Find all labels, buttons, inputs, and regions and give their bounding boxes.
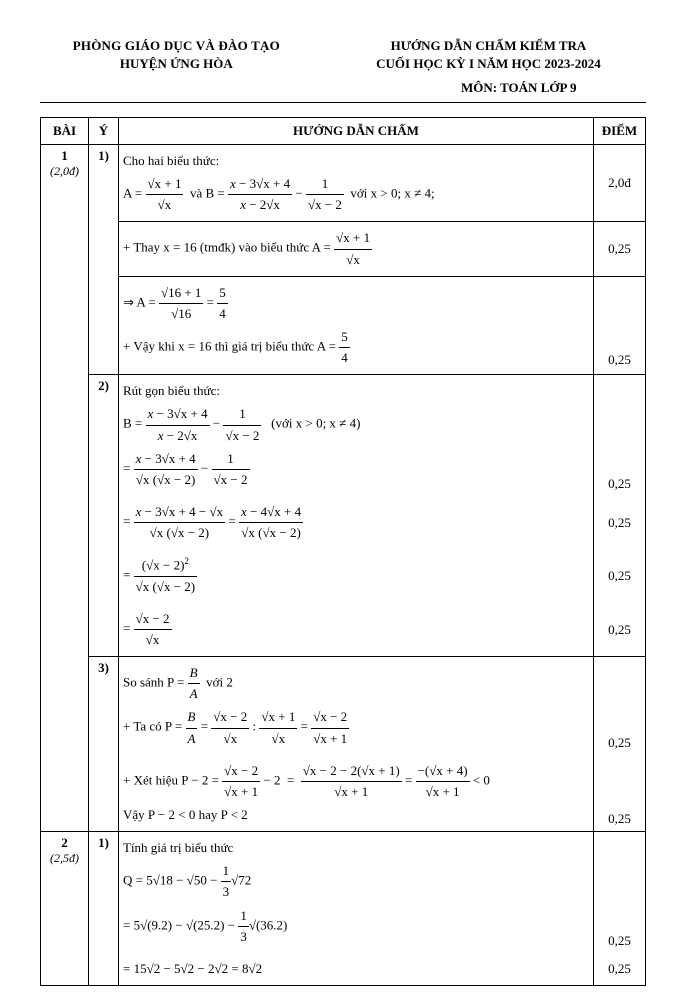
b2y1-l2: = 5√(9.2) − √(25.2) − 13√(36.2) bbox=[123, 906, 589, 947]
b1y1-a: + Thay x = 16 (tmđk) vào biểu thức A = √… bbox=[119, 222, 594, 276]
b1y3-l2: + Ta có P = BA = √x − 2√x : √x + 1√x = √… bbox=[123, 707, 589, 748]
pts-b1y3-a: 0,25 bbox=[594, 657, 646, 755]
b1y2-l4: = (√x − 2)2√x (√x − 2) bbox=[123, 555, 589, 597]
col-y: Ý bbox=[89, 118, 119, 145]
header-right: HƯỚNG DẪN CHẤM KIỂM TRA CUỐI HỌC KỲ I NĂ… bbox=[331, 38, 646, 72]
b2y1-cell: 1) bbox=[89, 832, 119, 986]
b2y1-l3: = 15√2 − 5√2 − 2√2 = 8√2 bbox=[123, 959, 589, 979]
col-diem: ĐIỂM bbox=[594, 118, 646, 145]
row-b2y1-a: 2 (2,5đ) 1) Tính giá trị biểu thức Q = 5… bbox=[41, 832, 646, 953]
pts-b1y2-d: 0,25 bbox=[594, 603, 646, 657]
b1y2-l0: Rút gọn biểu thức: bbox=[123, 381, 589, 401]
b1y3-l1: So sánh P = BA với 2 bbox=[123, 663, 589, 704]
row-b1y2-a: 2) Rút gọn biểu thức: B = x − 3√x + 4x −… bbox=[41, 375, 646, 496]
dept-line1: PHÒNG GIÁO DỤC VÀ ĐÀO TẠO bbox=[40, 38, 313, 54]
b1y3-l3: + Xét hiệu P − 2 = √x − 2√x + 1 − 2 = √x… bbox=[123, 761, 589, 802]
row-b1y1-b: ⇒ A = √16 + 1√16 = 54 + Vậy khi x = 16 t… bbox=[41, 276, 646, 375]
row-b1y1-a: + Thay x = 16 (tmđk) vào biểu thức A = √… bbox=[41, 222, 646, 276]
grading-table: BÀI Ý HƯỚNG DẪN CHẤM ĐIỂM 1 (2,0đ) 1) Ch… bbox=[40, 117, 646, 986]
row-b1y2-c: = (√x − 2)2√x (√x − 2) 0,25 bbox=[41, 549, 646, 603]
bai2-cell: 2 (2,5đ) bbox=[41, 832, 89, 986]
b1y3-b: + Xét hiệu P − 2 = √x − 2√x + 1 − 2 = √x… bbox=[119, 755, 594, 832]
pts-b1y1-a: 0,25 bbox=[594, 222, 646, 276]
b1y3-l4: Vậy P − 2 < 0 hay P < 2 bbox=[123, 805, 589, 825]
row-b1y3-b: + Xét hiệu P − 2 = √x − 2√x + 1 − 2 = √x… bbox=[41, 755, 646, 832]
header-left: PHÒNG GIÁO DỤC VÀ ĐÀO TẠO HUYỆN ỨNG HÒA bbox=[40, 38, 313, 72]
b1y1-b: ⇒ A = √16 + 1√16 = 54 + Vậy khi x = 16 t… bbox=[119, 276, 594, 375]
b1y2-l1: B = x − 3√x + 4x − 2√x − 1√x − 2 (với x … bbox=[123, 404, 589, 445]
b2y1-b: = 15√2 − 5√2 − 2√2 = 8√2 bbox=[119, 953, 594, 986]
b1y1-l1: + Thay x = 16 (tmđk) vào biểu thức A = √… bbox=[123, 228, 589, 269]
intro-expr: A = √x + 1√x và B = x − 3√x + 4x − 2√x −… bbox=[123, 174, 589, 215]
title-line1: HƯỚNG DẪN CHẤM KIỂM TRA bbox=[331, 38, 646, 54]
bai2-num: 2 bbox=[45, 835, 84, 851]
y1-cell: 1) bbox=[89, 145, 119, 375]
row-b1y3-a: 3) So sánh P = BA với 2 + Ta có P = BA =… bbox=[41, 657, 646, 755]
pts-b1y2-c: 0,25 bbox=[594, 549, 646, 603]
b1y1-l2: ⇒ A = √16 + 1√16 = 54 bbox=[123, 283, 589, 324]
y2-cell: 2) bbox=[89, 375, 119, 657]
b1y2-l2: = x − 3√x + 4√x (√x − 2) − 1√x − 2 bbox=[123, 449, 589, 490]
b1y2-d: = √x − 2√x bbox=[119, 603, 594, 657]
b1y1-l3: + Vậy khi x = 16 thì giá trị biểu thức A… bbox=[123, 327, 589, 368]
pts-b1y1-b: 0,25 bbox=[594, 276, 646, 375]
page: PHÒNG GIÁO DỤC VÀ ĐÀO TẠO HUYỆN ỨNG HÒA … bbox=[0, 0, 686, 1006]
dept-line2: HUYỆN ỨNG HÒA bbox=[40, 56, 313, 72]
b2y1-l0: Tính giá trị biểu thức bbox=[123, 838, 589, 858]
b1y2-l5: = √x − 2√x bbox=[123, 609, 589, 650]
b1-intro: Cho hai biểu thức: A = √x + 1√x và B = x… bbox=[119, 145, 594, 222]
pts-b2y1-b: 0,25 bbox=[594, 953, 646, 986]
bai2-total: (2,5đ) bbox=[45, 851, 84, 866]
row-b1y2-b: = x − 3√x + 4 − √x√x (√x − 2) = x − 4√x … bbox=[41, 496, 646, 549]
pts-intro: 2,0đ bbox=[594, 145, 646, 222]
b1y2-b: = x − 3√x + 4 − √x√x (√x − 2) = x − 4√x … bbox=[119, 496, 594, 549]
bai1-cell: 1 (2,0đ) bbox=[41, 145, 89, 832]
row-b2y1-b: = 15√2 − 5√2 − 2√2 = 8√2 0,25 bbox=[41, 953, 646, 986]
b1y2-l3: = x − 3√x + 4 − √x√x (√x − 2) = x − 4√x … bbox=[123, 502, 589, 543]
y3-cell: 3) bbox=[89, 657, 119, 832]
hr bbox=[40, 102, 646, 103]
pts-b2y1-a: 0,25 bbox=[594, 832, 646, 953]
b2y1-l1: Q = 5√18 − √50 − 13√72 bbox=[123, 861, 589, 902]
b1y2-c: = (√x − 2)2√x (√x − 2) bbox=[119, 549, 594, 603]
pts-b1y2-a: 0,25 bbox=[594, 375, 646, 496]
intro-text: Cho hai biểu thức: bbox=[123, 151, 589, 171]
b1y2-a: Rút gọn biểu thức: B = x − 3√x + 4x − 2√… bbox=[119, 375, 594, 496]
header: PHÒNG GIÁO DỤC VÀ ĐÀO TẠO HUYỆN ỨNG HÒA … bbox=[40, 38, 646, 72]
col-content: HƯỚNG DẪN CHẤM bbox=[119, 118, 594, 145]
subject: MÔN: TOÁN LỚP 9 bbox=[391, 80, 646, 96]
b1y3-a: So sánh P = BA với 2 + Ta có P = BA = √x… bbox=[119, 657, 594, 755]
header-row: BÀI Ý HƯỚNG DẪN CHẤM ĐIỂM bbox=[41, 118, 646, 145]
col-bai: BÀI bbox=[41, 118, 89, 145]
bai1-num: 1 bbox=[45, 148, 84, 164]
bai1-total: (2,0đ) bbox=[45, 164, 84, 179]
b2y1-a: Tính giá trị biểu thức Q = 5√18 − √50 − … bbox=[119, 832, 594, 953]
pts-b1y2-b: 0,25 bbox=[594, 496, 646, 549]
row-b1-intro: 1 (2,0đ) 1) Cho hai biểu thức: A = √x + … bbox=[41, 145, 646, 222]
row-b1y2-d: = √x − 2√x 0,25 bbox=[41, 603, 646, 657]
pts-b1y3-b: 0,25 bbox=[594, 755, 646, 832]
title-line2: CUỐI HỌC KỲ I NĂM HỌC 2023-2024 bbox=[331, 56, 646, 72]
